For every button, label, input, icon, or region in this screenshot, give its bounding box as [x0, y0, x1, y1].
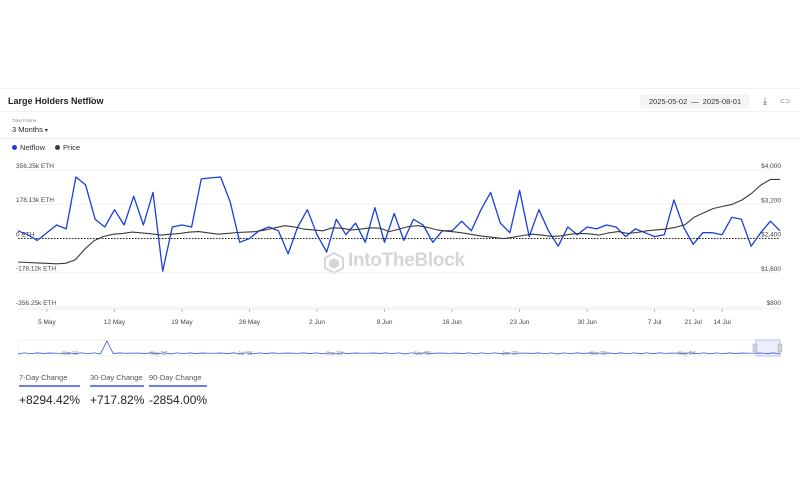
stat-90-day-label: 90-Day Change: [149, 373, 208, 387]
chart-legend: Netflow Price: [12, 143, 80, 152]
y-right-tick-label: $1,600: [761, 266, 781, 273]
y-left-tick-label: 0 ETH: [16, 232, 35, 239]
time-frame-select[interactable]: 3 Months ▾: [12, 125, 48, 134]
stat-30-day-label: 30-Day Change: [90, 373, 145, 387]
stat-90-day-value: -2854.00%: [149, 393, 208, 407]
y-left-tick-label: 178.13k ETH: [16, 197, 54, 204]
stat-7-day: 7-Day Change +8294.42%: [19, 373, 81, 407]
navigator-label: Mar '23: [590, 351, 607, 357]
x-tick-label: 9 Jun: [377, 319, 393, 326]
x-tick-label: 16 Jun: [442, 319, 462, 326]
navigator-label: Sep '19: [326, 351, 343, 357]
y-left-tick-label: -356.25k ETH: [16, 300, 56, 307]
stat-7-day-label: 7-Day Change: [19, 373, 81, 387]
y-right-tick-label: $2,400: [761, 232, 781, 239]
legend-price-label: Price: [63, 143, 81, 152]
download-icon[interactable]: ⤓: [763, 96, 767, 106]
main-chart[interactable]: 356.25k ETH 178.13k ETH 0 ETH -178.12k ETH -…: [0, 0, 800, 370]
stat-30-day: 30-Day Change +717.82%: [90, 373, 145, 407]
x-tick-label: 21 Jul: [685, 319, 703, 326]
header-divider: [0, 111, 800, 112]
y-right-tick-label: $800: [767, 300, 782, 307]
stat-7-day-value: +8294.42%: [19, 393, 81, 407]
series-line-netflow: [17, 176, 781, 272]
chart-card: [0, 88, 800, 411]
time-frame-value: 3 Months: [12, 125, 43, 134]
navigator-label: Jan '22: [502, 351, 518, 357]
y-right-tick-label: $3,200: [761, 197, 781, 204]
navigator-series-line: [17, 340, 781, 355]
stat-90-day: 90-Day Change -2854.00%: [149, 373, 208, 407]
x-tick-label: 26 May: [239, 319, 261, 326]
legend-netflow[interactable]: Netflow: [12, 143, 45, 152]
y-right-tick-label: $4,000: [761, 163, 781, 170]
navigator-label: Jul '18: [238, 351, 253, 357]
watermark: IntoTheBlock: [348, 250, 465, 271]
navigator-label: Nov '20: [414, 351, 431, 357]
navigator-label: May '24: [678, 351, 696, 357]
navigator-handle-right[interactable]: [777, 343, 783, 353]
navigator-handle-left[interactable]: [752, 343, 758, 353]
navigator-label: May '17: [150, 351, 168, 357]
date-range-picker[interactable]: 2025-05-02 — 2025-08-01: [640, 94, 750, 108]
x-tick-label: 2 Jun: [309, 319, 325, 326]
x-tick-label: 23 Jun: [510, 319, 530, 326]
help-icon[interactable]: ?: [89, 96, 94, 105]
x-tick-label: 30 Jun: [577, 319, 597, 326]
chevron-down-icon: ▾: [44, 128, 48, 134]
chart-title: Large Holders Netflow: [8, 96, 104, 106]
x-tick-label: 14 Jul: [713, 319, 731, 326]
x-tick-label: 12 May: [104, 319, 126, 326]
x-tick-label: 7 Jul: [648, 319, 662, 326]
legend-price[interactable]: Price: [55, 143, 80, 152]
time-frame-label: Time Frame: [12, 118, 37, 123]
stat-30-day-value: +717.82%: [90, 393, 145, 407]
date-separator: —: [691, 96, 699, 106]
date-end: 2025-08-01: [702, 96, 742, 106]
legend-netflow-label: Netflow: [20, 143, 46, 152]
price-dot-icon: [55, 145, 61, 150]
navigator-label: Mar '16: [62, 351, 79, 357]
navigator-selection[interactable]: [755, 339, 781, 357]
date-start: 2025-05-02: [648, 96, 688, 106]
series-line-price: [17, 178, 780, 265]
netflow-dot-icon: [12, 145, 17, 150]
x-tick-label: 19 May: [171, 319, 193, 326]
controls-divider: [0, 138, 800, 139]
link-icon[interactable]: ⊂⊃: [780, 99, 791, 105]
y-left-tick-label: 356.25k ETH: [16, 163, 54, 170]
x-tick-label: 5 May: [38, 319, 56, 326]
y-left-tick-label: -178.12k ETH: [16, 266, 56, 273]
